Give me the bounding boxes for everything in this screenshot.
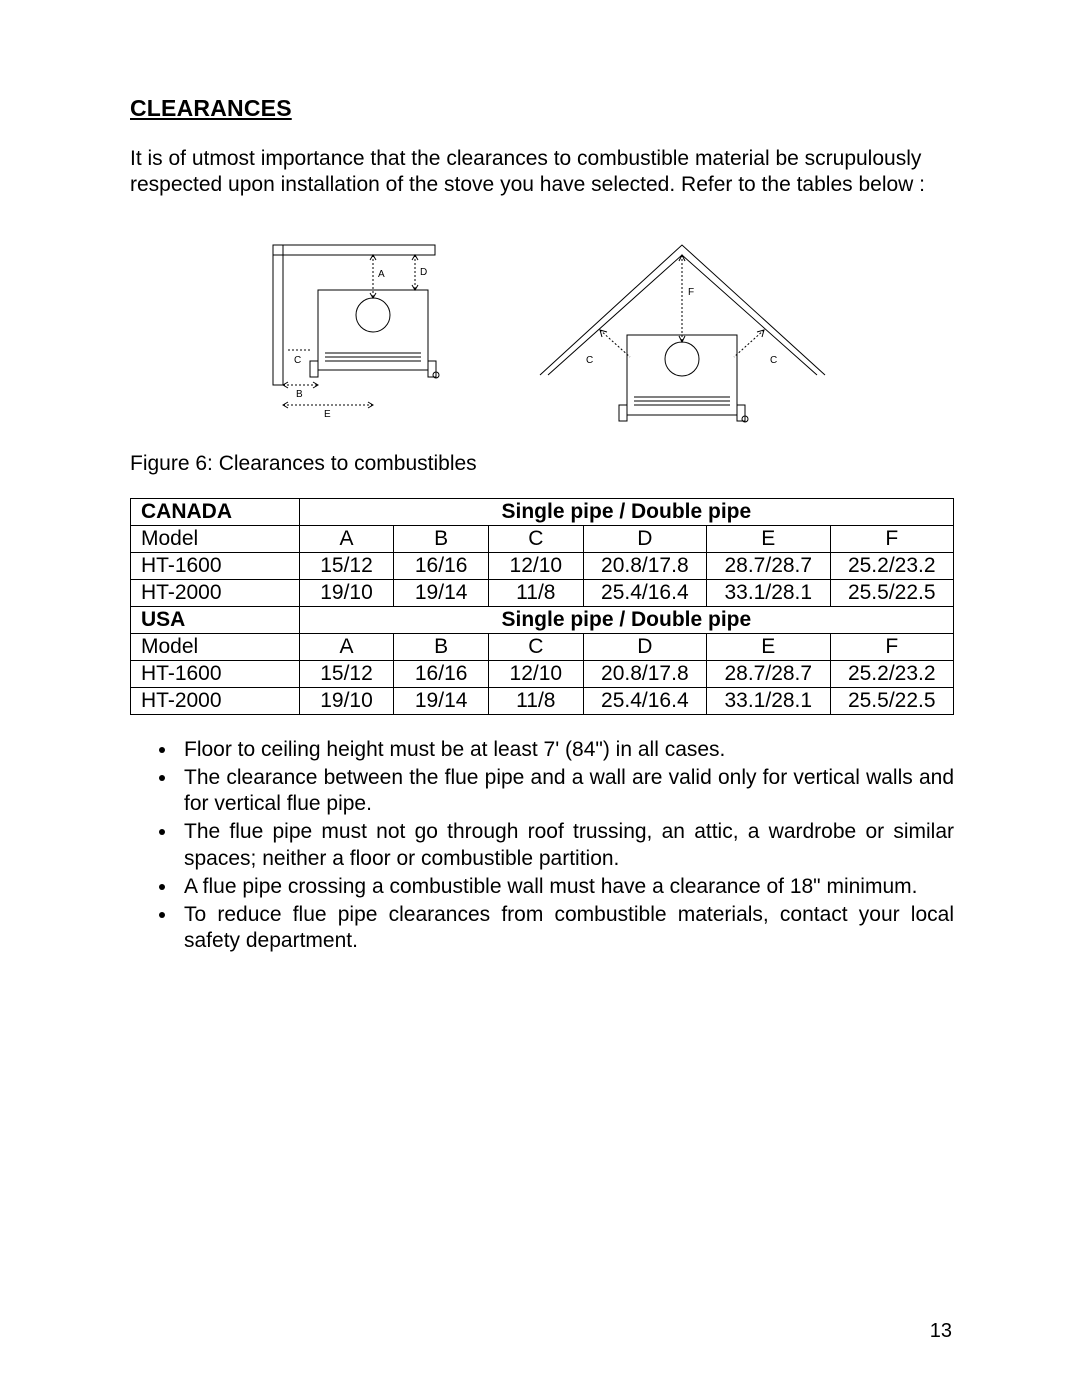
model-column-label: Model — [131, 633, 300, 660]
value-cell: 25.2/23.2 — [830, 552, 954, 579]
dim-label-e: E — [324, 409, 331, 420]
column-header: C — [488, 633, 583, 660]
note-item: To reduce flue pipe clearances from comb… — [178, 902, 954, 955]
column-header: B — [394, 525, 489, 552]
value-cell: 25.4/16.4 — [583, 579, 706, 606]
value-cell: 16/16 — [394, 660, 489, 687]
column-header: D — [583, 633, 706, 660]
column-header: C — [488, 525, 583, 552]
region-header: USA — [131, 606, 300, 633]
value-cell: 15/12 — [299, 552, 394, 579]
value-cell: 28.7/28.7 — [707, 552, 830, 579]
column-header: A — [299, 633, 394, 660]
column-header: D — [583, 525, 706, 552]
model-cell: HT-1600 — [131, 552, 300, 579]
column-header: B — [394, 633, 489, 660]
value-cell: 19/10 — [299, 579, 394, 606]
value-cell: 20.8/17.8 — [583, 660, 706, 687]
dim-label-c-right: C — [770, 355, 777, 366]
dim-label-f: F — [688, 287, 694, 298]
pipe-header: Single pipe / Double pipe — [299, 498, 953, 525]
intro-paragraph: It is of utmost importance that the clea… — [130, 146, 954, 199]
model-cell: HT-2000 — [131, 579, 300, 606]
diagram-corner-install: F C C — [530, 235, 835, 440]
column-header: E — [707, 633, 830, 660]
value-cell: 11/8 — [488, 579, 583, 606]
diagram-wall-install: A D B E C — [250, 235, 460, 420]
column-header: A — [299, 525, 394, 552]
value-cell: 25.2/23.2 — [830, 660, 954, 687]
value-cell: 11/8 — [488, 687, 583, 714]
page-number: 13 — [930, 1320, 952, 1343]
figures-row: A D B E C — [130, 235, 954, 440]
value-cell: 12/10 — [488, 552, 583, 579]
value-cell: 25.4/16.4 — [583, 687, 706, 714]
value-cell: 20.8/17.8 — [583, 552, 706, 579]
dim-label-b: B — [296, 389, 303, 400]
value-cell: 28.7/28.7 — [707, 660, 830, 687]
note-item: A flue pipe crossing a combustible wall … — [178, 874, 954, 900]
value-cell: 25.5/22.5 — [830, 687, 954, 714]
section-title: CLEARANCES — [130, 95, 954, 122]
value-cell: 33.1/28.1 — [707, 687, 830, 714]
value-cell: 33.1/28.1 — [707, 579, 830, 606]
figure-caption: Figure 6: Clearances to combustibles — [130, 452, 954, 476]
dim-label-c: C — [294, 355, 301, 366]
region-header: CANADA — [131, 498, 300, 525]
clearances-table: CANADASingle pipe / Double pipeModelABCD… — [130, 498, 954, 715]
value-cell: 25.5/22.5 — [830, 579, 954, 606]
model-column-label: Model — [131, 525, 300, 552]
column-header: F — [830, 525, 954, 552]
pipe-header: Single pipe / Double pipe — [299, 606, 953, 633]
model-cell: HT-1600 — [131, 660, 300, 687]
value-cell: 19/10 — [299, 687, 394, 714]
dim-label-c-left: C — [586, 355, 593, 366]
column-header: F — [830, 633, 954, 660]
value-cell: 16/16 — [394, 552, 489, 579]
value-cell: 19/14 — [394, 687, 489, 714]
value-cell: 12/10 — [488, 660, 583, 687]
note-item: Floor to ceiling height must be at least… — [178, 737, 954, 763]
notes-list: Floor to ceiling height must be at least… — [130, 737, 954, 955]
note-item: The clearance between the flue pipe and … — [178, 765, 954, 818]
model-cell: HT-2000 — [131, 687, 300, 714]
dim-label-d: D — [420, 267, 427, 278]
value-cell: 15/12 — [299, 660, 394, 687]
column-header: E — [707, 525, 830, 552]
value-cell: 19/14 — [394, 579, 489, 606]
dim-label-a: A — [378, 269, 385, 280]
note-item: The flue pipe must not go through roof t… — [178, 819, 954, 872]
